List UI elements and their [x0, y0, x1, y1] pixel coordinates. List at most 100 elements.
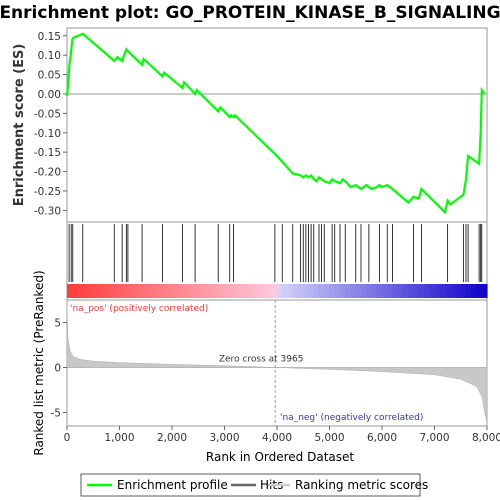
- es-y-tick-label: 0.05: [38, 70, 61, 82]
- x-tick-label: 0: [64, 432, 71, 444]
- color-bar-segment: [277, 284, 283, 298]
- color-bar-segment: [308, 284, 315, 298]
- color-bar-segment: [439, 284, 446, 298]
- color-bar-segment: [466, 284, 472, 298]
- x-tick-label: 1,000: [104, 432, 134, 444]
- color-bar-segment: [103, 284, 110, 298]
- es-y-tick-label: -0.10: [34, 128, 61, 140]
- color-bar-segment: [135, 284, 142, 298]
- color-bar-segment: [82, 284, 89, 298]
- x-tick-label: 4,000: [262, 432, 292, 444]
- color-bar-segment: [109, 284, 115, 298]
- color-bar-segment: [387, 284, 394, 298]
- color-bar-segment: [324, 284, 331, 298]
- color-bar-segment: [124, 284, 131, 298]
- es-y-tick-label: -0.15: [34, 147, 61, 159]
- ranked-panel: Zero cross at 3965 'na_pos' (positively …: [32, 270, 500, 464]
- color-bar-segment: [72, 284, 79, 298]
- es-panel: 0.15 0.10 0.05 0.00 -0.05 -0.10 -0.15 -0.20 -0.2…: [12, 27, 488, 223]
- color-bar-segment: [172, 284, 178, 298]
- metric-y-axis-label: Ranked list metric (PreRanked): [32, 270, 46, 455]
- color-bar-segment: [450, 284, 457, 298]
- metric-y-tick-label: -5: [51, 408, 61, 420]
- es-y-tick-label: 0.10: [38, 50, 61, 62]
- color-bar-segment: [397, 284, 404, 298]
- color-bar-segment: [408, 284, 415, 298]
- neg-correlated-label: 'na_neg' (negatively correlated): [280, 413, 423, 423]
- color-bar-segment: [292, 284, 299, 298]
- color-bar-segment: [455, 284, 462, 298]
- x-axis-label: Rank in Ordered Dataset: [206, 450, 354, 464]
- color-bar-segment: [471, 284, 478, 298]
- legend-label-metric: Ranking metric scores: [295, 478, 428, 492]
- es-y-tick-label: -0.05: [34, 108, 61, 120]
- metric-y-tick-label: 0: [54, 363, 61, 375]
- color-bar-segment: [208, 284, 215, 298]
- color-bar-segment: [266, 284, 273, 298]
- color-bar-segment: [350, 284, 357, 298]
- es-y-tick-label: -0.30: [34, 205, 61, 217]
- color-bar-segment: [445, 284, 451, 298]
- color-bar-segment: [224, 284, 231, 298]
- legend: Enrichment profile Hits Ranking metric s…: [80, 473, 428, 497]
- x-tick-label: 3,000: [209, 432, 239, 444]
- color-bar-segment: [303, 284, 310, 298]
- color-bar-segment: [355, 284, 362, 298]
- color-bar-segment: [340, 284, 346, 298]
- legend-label-enrichment: Enrichment profile: [117, 478, 228, 492]
- es-y-tick-label: 0.15: [38, 31, 61, 43]
- color-bar-segment: [193, 284, 199, 298]
- color-bar-segment: [313, 284, 320, 298]
- color-bar-segment: [392, 284, 399, 298]
- ranking-color-bar: [67, 284, 488, 298]
- color-bar-segment: [177, 284, 184, 298]
- color-bar-segment: [140, 284, 147, 298]
- color-bar-segment: [319, 284, 325, 298]
- color-bar-segment: [145, 284, 152, 298]
- zero-cross-label: Zero cross at 3965: [219, 355, 304, 365]
- color-bar-segment: [460, 284, 467, 298]
- color-bar-segment: [271, 284, 278, 298]
- x-tick-label: 5,000: [314, 432, 344, 444]
- color-bar-segment: [88, 284, 94, 298]
- enrichment-profile-line: [65, 32, 486, 215]
- pos-correlated-label: 'na_pos' (positively correlated): [70, 304, 208, 314]
- color-bar-segment: [119, 284, 126, 298]
- x-tick-label: 7,000: [419, 432, 449, 444]
- metric-y-ticks: 5 0 -5: [51, 318, 67, 420]
- color-bar-segment: [166, 284, 173, 298]
- color-bar-segment: [403, 284, 409, 298]
- color-bar-segment: [418, 284, 425, 298]
- color-bar-segment: [93, 284, 100, 298]
- color-bar-segment: [235, 284, 241, 298]
- es-y-tick-label: -0.20: [34, 167, 61, 179]
- color-bar-segment: [361, 284, 367, 298]
- color-bar-segment: [413, 284, 420, 298]
- hits-panel: [66, 221, 488, 301]
- color-bar-segment: [366, 284, 373, 298]
- color-bar-segment: [219, 284, 226, 298]
- color-bar-segment: [203, 284, 210, 298]
- color-bar-segment: [334, 284, 341, 298]
- color-bar-segment: [282, 284, 289, 298]
- color-bar-segment: [287, 284, 294, 298]
- color-bar-segment: [434, 284, 441, 298]
- color-bar-segment: [245, 284, 252, 298]
- x-axis-ticks: 0 1,000 2,000 3,000 4,000 5,000 6,000 7,000 8,00…: [64, 426, 500, 444]
- color-bar-segment: [151, 284, 157, 298]
- color-bar-segment: [77, 284, 84, 298]
- es-y-tick-label: 0.00: [38, 89, 61, 101]
- color-bar-segment: [376, 284, 383, 298]
- color-bar-segment: [261, 284, 268, 298]
- color-bar-segment: [161, 284, 168, 298]
- color-bar-segment: [250, 284, 257, 298]
- color-bar-segment: [429, 284, 436, 298]
- color-bar-segment: [229, 284, 236, 298]
- x-tick-label: 2,000: [157, 432, 187, 444]
- es-y-ticks: 0.15 0.10 0.05 0.00 -0.05 -0.10 -0.15 -0.20 -0.2…: [34, 31, 67, 217]
- color-bar-segment: [256, 284, 262, 298]
- chart-title: Enrichment plot: GO_PROTEIN_KINASE_B_SIG…: [0, 3, 500, 23]
- es-y-axis-label: Enrichment score (ES): [12, 44, 27, 207]
- x-tick-label: 8,000: [472, 432, 500, 444]
